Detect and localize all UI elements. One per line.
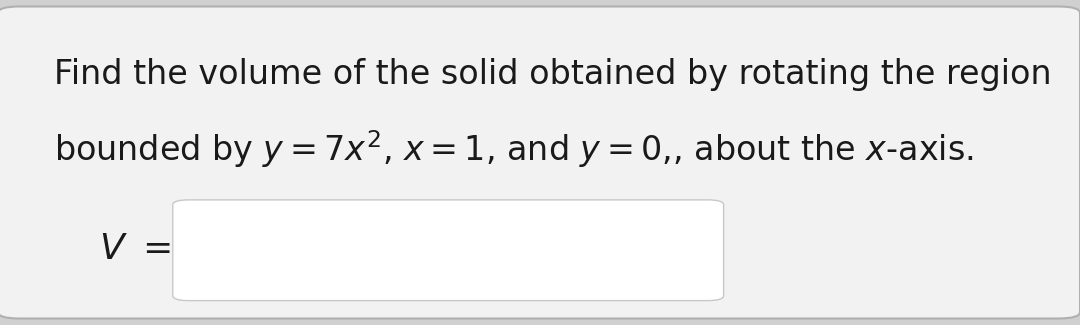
FancyBboxPatch shape — [173, 200, 724, 301]
Text: $V\ =$: $V\ =$ — [99, 232, 171, 266]
FancyBboxPatch shape — [0, 6, 1080, 318]
Text: bounded by $y = 7x^2$, $x = 1$, and $y = 0$,, about the $x$-axis.: bounded by $y = 7x^2$, $x = 1$, and $y =… — [54, 129, 974, 170]
Text: Find the volume of the solid obtained by rotating the region: Find the volume of the solid obtained by… — [54, 58, 1052, 91]
